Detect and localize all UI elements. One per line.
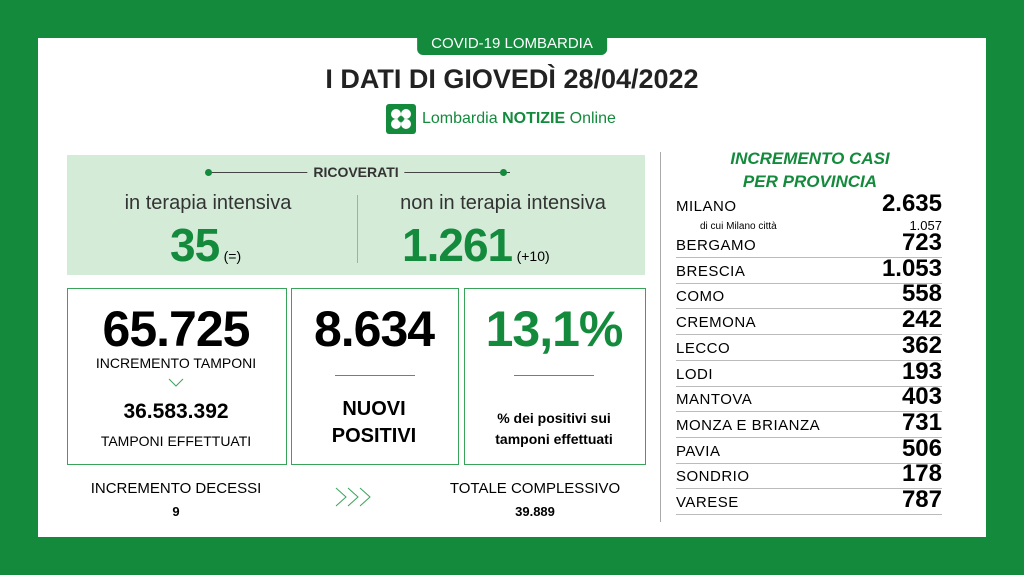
intensive: 35 (=) — [170, 218, 241, 272]
province-row: MILANO 2.635 — [676, 190, 942, 218]
province-row: SONDRIO 178 — [676, 460, 942, 490]
province-row: MONZA E BRIANZA 731 — [676, 408, 942, 438]
province-value: 242 — [901, 306, 942, 334]
non-intensive-label: non in terapia intensiva — [400, 192, 606, 214]
decessi-value: 9 — [172, 504, 180, 519]
tamponi-value: 65.725 — [102, 301, 251, 357]
province-row: CREMONA 242 — [676, 306, 942, 336]
logo-clover — [391, 109, 411, 129]
logo-icon — [386, 104, 416, 134]
province-name: BRESCIA — [676, 262, 746, 280]
province-row: BRESCIA 1.053 — [676, 254, 942, 284]
province-row: VARESE 787 — [676, 486, 942, 515]
decessi-total-label: TOTALE COMPLESSIVO — [449, 480, 621, 497]
province-name: SONDRIO — [676, 468, 750, 486]
dot — [205, 169, 212, 176]
dot — [500, 169, 507, 176]
arrows — [335, 487, 371, 507]
ricoverati-label: RICOVERATI — [307, 164, 405, 180]
province-value: 787 — [901, 486, 942, 513]
intensive-value: 35 — [170, 219, 220, 271]
tamponi-total: 36.583.392 — [123, 400, 229, 423]
province-value: 731 — [901, 408, 942, 436]
province-value: 506 — [901, 434, 942, 462]
logo-suffix: Online — [569, 110, 616, 127]
divider — [357, 195, 358, 263]
percentuale-box — [464, 288, 646, 465]
province-name: VARESE — [676, 494, 739, 511]
tamponi-total-label: TAMPONI EFFETTUATI — [100, 433, 252, 449]
non-intensive: 1.261 (+10) — [402, 218, 550, 272]
province-value: 403 — [901, 383, 942, 411]
province-row: BERGAMO 723 — [676, 229, 942, 258]
divider — [660, 152, 661, 522]
percentuale-label-2: tamponi effettuati — [495, 431, 613, 447]
province-row: LODI 193 — [676, 357, 942, 387]
tamponi-label: INCREMENTO TAMPONI — [95, 355, 257, 371]
percentuale-label-1: % dei positivi sui — [497, 410, 611, 426]
non-intensive-change: (+10) — [516, 248, 550, 264]
province-value: 558 — [901, 280, 942, 308]
province-row: COMO 558 — [676, 280, 942, 310]
intensive-label: in terapia intensiva — [124, 192, 292, 214]
decessi-total: 39.889 — [515, 504, 555, 519]
province-name: MILANO — [676, 198, 737, 215]
province-name: CREMONA — [676, 314, 757, 332]
province-name: MANTOVA — [676, 391, 753, 409]
logo-text: Lombardia NOTIZIE Online — [422, 110, 616, 128]
chevron — [168, 378, 184, 387]
province-name: BERGAMO — [676, 237, 757, 254]
decessi-label: INCREMENTO DECESSI — [90, 480, 262, 497]
positivi-label-1: NUOVI — [342, 398, 406, 420]
title: I DATI DI GIOVEDÌ 28/04/2022 — [325, 64, 699, 94]
province-value: 178 — [901, 460, 942, 488]
positivi-box — [291, 288, 459, 465]
province-value: 723 — [901, 229, 942, 256]
province-value: 362 — [901, 331, 942, 359]
tamponi-box — [67, 288, 287, 465]
milano-city-label: di cui Milano città — [700, 221, 777, 232]
province-name: LODI — [676, 365, 714, 383]
non-intensive-value: 1.261 — [402, 219, 513, 271]
milano-city-value: 1.057 — [909, 218, 942, 233]
province-title-2: PER PROVINCIA — [742, 172, 878, 191]
intensive-change: (=) — [223, 248, 242, 264]
province-row: PAVIA 506 — [676, 434, 942, 464]
province-name: LECCO — [676, 339, 731, 357]
province-name: MONZA E BRIANZA — [676, 416, 821, 434]
province-value: 2.635 — [881, 190, 942, 217]
percentuale-value: 13,1% — [485, 301, 624, 357]
province-value: 1.053 — [881, 254, 942, 282]
province-value: 193 — [901, 357, 942, 385]
tag: COVID-19 LOMBARDIA — [417, 32, 607, 55]
province-row: LECCO 362 — [676, 331, 942, 361]
province-title-1: INCREMENTO CASI — [730, 149, 890, 168]
logo-name: NOTIZIE — [502, 110, 566, 127]
province-name: PAVIA — [676, 442, 721, 460]
province-row: MANTOVA 403 — [676, 383, 942, 413]
positivi-label-2: POSITIVI — [331, 425, 417, 447]
logo-brand: Lombardia — [422, 110, 498, 127]
rule — [514, 375, 594, 376]
positivi-value: 8.634 — [313, 301, 435, 357]
rule — [335, 375, 415, 376]
province-name: COMO — [676, 288, 725, 306]
